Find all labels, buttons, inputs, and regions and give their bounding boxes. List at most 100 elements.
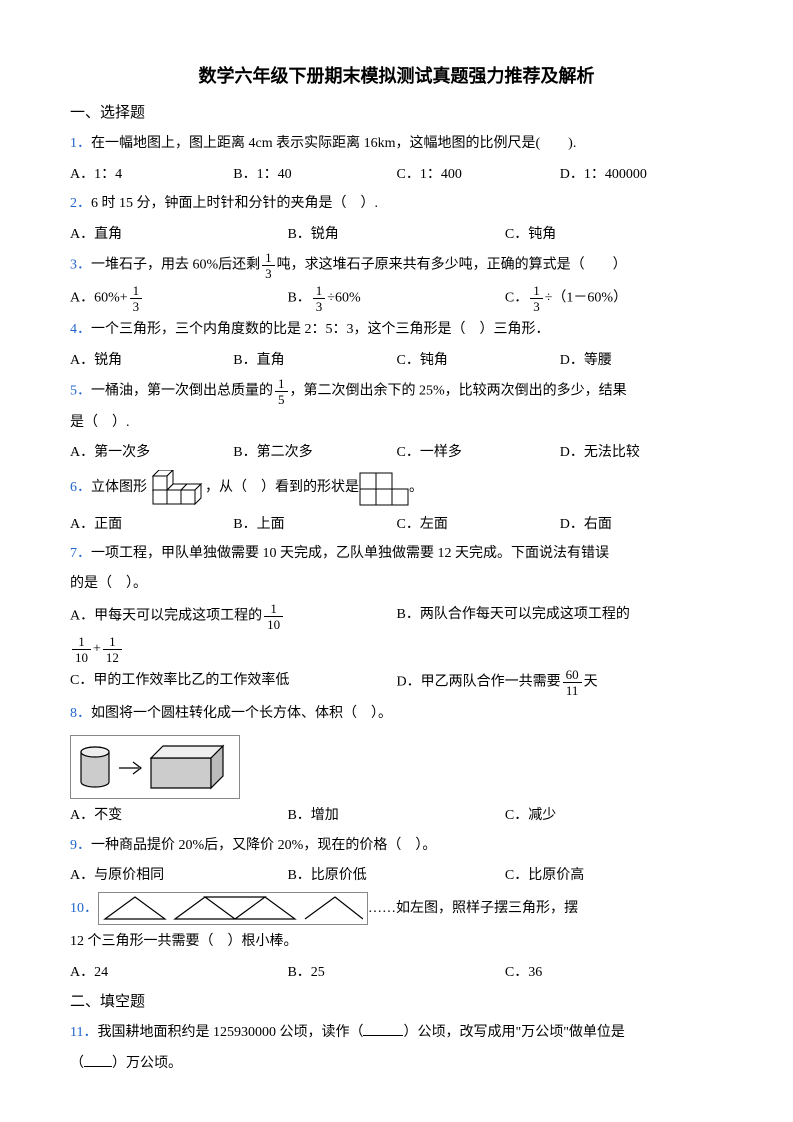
qnum-8: 8． [70, 706, 91, 721]
cubes-3d-icon [147, 470, 205, 508]
q7d-pre: D．甲乙两队合作一共需要 [397, 675, 561, 690]
blank-2[interactable] [84, 1053, 112, 1067]
frac-den: 3 [313, 299, 326, 313]
section-fill: 二、填空题 [70, 989, 723, 1016]
q3c-frac: 13 [530, 284, 543, 313]
q10-opt-a: A．24 [70, 960, 287, 985]
q7-frac-line: 110+112 [70, 635, 723, 664]
question-7: 7．一项工程，甲队单独做需要 10 天完成，乙队单独做需要 12 天完成。下面说… [70, 541, 723, 568]
q10-post: ……如左图，照样子摆三角形，摆 [368, 896, 578, 923]
q9-text: 一种商品提价 20%后，又降价 20%，现在的价格（ ）。 [91, 838, 436, 853]
q9-options: A．与原价相同 B．比原价低 C．比原价高 [70, 863, 723, 888]
q6-opt-c: C．左面 [397, 512, 560, 537]
q7-options-ab: A．甲每天可以完成这项工程的110 B．两队合作每天可以完成这项工程的 [70, 602, 723, 631]
q7-frac1: 110 [72, 635, 91, 664]
qnum-1: 1． [70, 136, 91, 151]
q2-text: 6 时 15 分，钟面上时针和分针的夹角是（ ）. [91, 196, 378, 211]
q10-opt-c: C．36 [505, 960, 722, 985]
frac-den: 11 [563, 683, 582, 697]
q10-options: A．24 B．25 C．36 [70, 960, 723, 985]
q4-opt-b: B．直角 [233, 348, 396, 373]
question-8: 8．如图将一个圆柱转化成一个长方体、体积（ ）。 [70, 701, 723, 728]
q11-l2-post: ）万公顷。 [112, 1056, 182, 1071]
frac-num: 60 [563, 668, 582, 683]
q3-opt-a: A．60%+13 [70, 284, 287, 313]
q11-pre: 我国耕地面积约是 125930000 公顷，读作（ [97, 1025, 363, 1040]
q1-opt-a: A．1：4 [70, 162, 233, 187]
q5-opt-a: A．第一次多 [70, 440, 233, 465]
q5-opt-c: C．一样多 [397, 440, 560, 465]
frac-num: 1 [264, 602, 283, 617]
q9-opt-c: C．比原价高 [505, 863, 722, 888]
q1-opt-d: D．1：400000 [560, 162, 723, 187]
q5-pre: 一桶油，第一次倒出总质量的 [91, 383, 273, 398]
q5-options: A．第一次多 B．第二次多 C．一样多 D．无法比较 [70, 440, 723, 465]
q7-opt-b: B．两队合作每天可以完成这项工程的 [397, 602, 724, 631]
frac-den: 5 [275, 392, 288, 406]
q7-options-cd: C．甲的工作效率比乙的工作效率低 D．甲乙两队合作一共需要6011天 [70, 668, 723, 697]
q7-opt-c: C．甲的工作效率比乙的工作效率低 [70, 668, 397, 697]
q7-opt-d: D．甲乙两队合作一共需要6011天 [397, 668, 724, 697]
q1-text: 在一幅地图上，图上距离 4cm 表示实际距离 16km，这幅地图的比例尺是( )… [91, 136, 576, 151]
plus-sign: + [93, 642, 101, 657]
qnum-6: 6． [70, 475, 91, 502]
q1-opt-c: C．1：400 [397, 162, 560, 187]
q5-line2: 是（ ）. [70, 410, 723, 437]
qnum-2: 2． [70, 196, 91, 211]
q1-opt-b: B．1：40 [233, 162, 396, 187]
frac-num: 1 [275, 377, 288, 392]
q8-text: 如图将一个圆柱转化成一个长方体、体积（ ）。 [91, 706, 392, 721]
question-3: 3．一堆石子，用去 60%后还剩13吨，求这堆石子原来共有多少吨，正确的算式是（… [70, 251, 723, 280]
triangle-pattern-box [98, 892, 368, 925]
q3-opt-b: B．13÷60% [287, 284, 504, 313]
q3-pre: 一堆石子，用去 60%后还剩 [91, 258, 260, 273]
q7-frac2: 112 [103, 635, 122, 664]
triangles-pattern-icon [103, 895, 363, 921]
q7-text: 一项工程，甲队单独做需要 10 天完成，乙队单独做需要 12 天完成。下面说法有… [91, 546, 609, 561]
doc-title: 数学六年级下册期末模拟测试真题强力推荐及解析 [70, 60, 723, 92]
q3c-pre: C． [505, 291, 528, 306]
q6-opt-d: D．右面 [560, 512, 723, 537]
question-6: 6．立体图形 ，从（ ）看到的形状是 。 [70, 470, 723, 508]
qnum-7: 7． [70, 546, 91, 561]
q7-opt-a: A．甲每天可以完成这项工程的110 [70, 602, 397, 631]
q10-line2: 12 个三角形一共需要（ ）根小棒。 [70, 929, 723, 956]
q7a-pre: A．甲每天可以完成这项工程的 [70, 609, 262, 624]
q4-opt-a: A．锐角 [70, 348, 233, 373]
frac-num: 1 [530, 284, 543, 299]
q7-line2: 的是（ ）。 [70, 571, 723, 598]
q4-opt-c: C．钝角 [397, 348, 560, 373]
q7a-frac: 110 [264, 602, 283, 631]
q6-options: A．正面 B．上面 C．左面 D．右面 [70, 512, 723, 537]
q8-figure [70, 735, 240, 799]
frac-den: 3 [530, 299, 543, 313]
q11-mid: ）公顷，改写成用"万公顷"做单位是 [403, 1025, 624, 1040]
q5-post: ，第二次倒出余下的 25%，比较两次倒出的多少，结果 [290, 383, 627, 398]
qnum-11: 11． [70, 1025, 97, 1040]
frac-num: 1 [313, 284, 326, 299]
frac-num: 1 [262, 251, 275, 266]
q9-opt-a: A．与原价相同 [70, 863, 287, 888]
q2-options: A．直角 B．锐角 C．钝角 [70, 222, 723, 247]
q3c-post: ÷（1－60%） [545, 291, 627, 306]
frac-num: 1 [130, 284, 143, 299]
frac-num: 1 [72, 635, 91, 650]
q3-frac: 13 [262, 251, 275, 280]
q6-post: 。 [409, 475, 423, 502]
q8-opt-c: C．减少 [505, 803, 722, 828]
q8-options: A．不变 B．增加 C．减少 [70, 803, 723, 828]
section-choice: 一、选择题 [70, 100, 723, 127]
q3b-pre: B． [287, 291, 310, 306]
qnum-3: 3． [70, 258, 91, 273]
cylinder-to-cuboid-icon [75, 740, 235, 794]
q8-opt-a: A．不变 [70, 803, 287, 828]
q11-line2: （）万公顷。 [70, 1051, 723, 1078]
qnum-4: 4． [70, 322, 91, 337]
q6-opt-b: B．上面 [233, 512, 396, 537]
qnum-9: 9． [70, 838, 91, 853]
question-11: 11．我国耕地面积约是 125930000 公顷，读作（ ）公顷，改写成用"万公顷… [70, 1020, 723, 1047]
q10-opt-b: B．25 [287, 960, 504, 985]
question-2: 2．6 时 15 分，钟面上时针和分针的夹角是（ ）. [70, 191, 723, 218]
blank-1[interactable] [363, 1022, 403, 1036]
q6-mid: ，从（ ）看到的形状是 [205, 475, 359, 502]
